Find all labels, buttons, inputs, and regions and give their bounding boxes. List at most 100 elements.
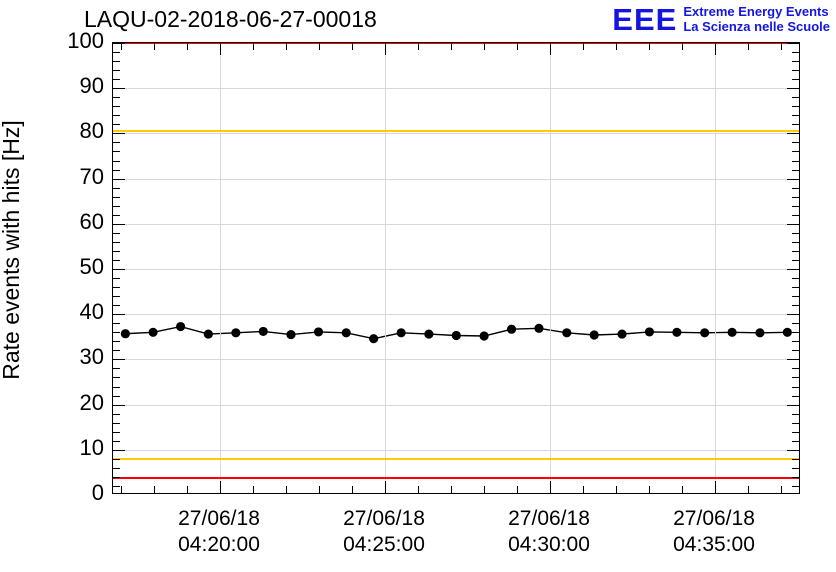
- y-axis-tick-label: 0: [91, 480, 104, 505]
- data-point-marker: [506, 324, 517, 334]
- y-axis-minor-tick-right: [792, 124, 799, 126]
- lower-red-limit: [113, 476, 799, 479]
- eee-logo-line1: Extreme Energy Events: [683, 3, 829, 19]
- x-axis-minor-tick-top: [451, 43, 452, 50]
- x-axis-minor-tick: [121, 486, 122, 493]
- y-axis-minor-tick: [113, 485, 120, 487]
- x-axis-tick: [715, 481, 716, 493]
- y-axis-minor-tick-right: [792, 287, 799, 289]
- y-gridline: [113, 449, 799, 451]
- y-axis-tick: [113, 449, 125, 451]
- y-axis-minor-tick: [113, 232, 120, 234]
- y-axis-minor-tick-right: [792, 305, 799, 307]
- y-axis-minor-tick-right: [792, 296, 799, 298]
- y-axis-label: Rate events with hits [Hz]: [0, 120, 24, 380]
- y-axis-tick: [113, 314, 125, 316]
- x-axis-tick-label-time: 04:35:00: [673, 533, 755, 557]
- y-gridline: [113, 314, 799, 316]
- y-axis-minor-tick-right: [792, 341, 799, 343]
- y-axis-minor-tick-right: [792, 151, 799, 153]
- y-axis-tick: [113, 269, 125, 270]
- y-axis-minor-tick-right: [792, 440, 799, 442]
- x-gridline: [715, 43, 716, 493]
- x-axis-minor-tick: [352, 486, 353, 493]
- y-axis-minor-tick: [113, 422, 120, 424]
- y-axis-minor-tick-right: [792, 350, 799, 352]
- x-axis-minor-tick: [319, 486, 320, 493]
- upper-yellow-limit: [113, 130, 799, 133]
- y-axis-tick: [113, 223, 125, 225]
- y-axis-tick-label: 90: [79, 73, 104, 99]
- data-point-marker: [396, 328, 406, 338]
- data-point-marker: [369, 334, 379, 344]
- y-axis-tick-label: 60: [79, 208, 104, 234]
- plot-area: [112, 42, 800, 494]
- x-axis-tick-label-date: 27/06/18: [508, 507, 590, 530]
- y-axis-minor-tick-right: [792, 386, 799, 388]
- y-axis-minor-tick-right: [792, 214, 799, 216]
- x-axis-minor-tick-top: [781, 43, 782, 50]
- x-axis-minor-tick-top: [418, 43, 419, 50]
- y-axis-tick: [113, 404, 125, 406]
- y-axis-minor-tick-right: [792, 485, 799, 487]
- y-axis-minor-tick-right: [792, 232, 799, 234]
- lower-yellow-limit: [113, 457, 799, 460]
- y-axis-minor-tick-right: [792, 79, 799, 81]
- x-axis-tick: [550, 481, 551, 493]
- x-axis-tick-label-date: 27/06/18: [673, 507, 755, 530]
- y-axis-minor-tick-right: [792, 70, 799, 72]
- data-point-marker: [258, 326, 268, 336]
- y-axis-minor-tick: [113, 70, 120, 72]
- x-axis-tick-top: [385, 43, 386, 55]
- data-point-marker: [782, 327, 792, 337]
- y-axis-minor-tick: [113, 160, 120, 162]
- x-axis-minor-tick: [451, 486, 452, 493]
- x-axis-tick-top: [220, 43, 221, 55]
- data-point-marker: [313, 327, 324, 337]
- y-axis-minor-tick-right: [792, 323, 799, 325]
- eee-logo: EEE Extreme Energy Events La Scienza nel…: [612, 4, 830, 35]
- y-axis-minor-tick: [113, 196, 120, 198]
- y-gridline: [113, 88, 799, 90]
- y-axis-tick-label: 30: [79, 344, 104, 370]
- x-axis-tick-top: [715, 43, 716, 55]
- y-axis-minor-tick: [113, 386, 120, 388]
- y-axis-minor-tick: [113, 350, 120, 352]
- y-axis-minor-tick-right: [792, 332, 799, 334]
- eee-logo-line2: La Scienza nelle Scuole: [683, 18, 830, 34]
- x-axis-minor-tick-top: [583, 43, 584, 50]
- y-axis-minor-tick-right: [792, 97, 799, 99]
- y-axis-minor-tick: [113, 97, 120, 99]
- y-axis-minor-tick: [113, 296, 120, 298]
- y-axis-minor-tick: [113, 368, 120, 370]
- y-axis-minor-tick-right: [792, 377, 799, 379]
- x-axis-tick-label-date: 27/06/18: [343, 507, 425, 530]
- y-axis-minor-tick: [113, 467, 120, 469]
- data-point-marker: [672, 327, 682, 337]
- x-axis-minor-tick: [583, 486, 584, 493]
- data-point-marker: [203, 329, 213, 339]
- x-axis-tick-top: [550, 43, 551, 55]
- y-axis-minor-tick: [113, 440, 120, 442]
- data-point-marker: [286, 330, 296, 340]
- x-axis-minor-tick-top: [253, 43, 254, 50]
- x-axis-minor-tick: [682, 486, 683, 493]
- x-axis-minor-tick: [748, 486, 749, 493]
- y-gridline: [113, 133, 799, 135]
- y-axis-tick-right: [787, 43, 799, 44]
- data-point-marker: [341, 328, 351, 338]
- x-axis-minor-tick-top: [121, 43, 122, 50]
- x-axis-tick-label: 27/06/18 04:20:00: [139, 506, 299, 559]
- y-axis-tick-label: 70: [79, 163, 104, 189]
- y-axis-minor-tick: [113, 250, 120, 252]
- y-axis-tick-right: [787, 449, 799, 451]
- data-point-marker: [562, 328, 572, 338]
- y-axis-minor-tick: [113, 115, 120, 117]
- x-axis-minor-tick: [286, 486, 287, 493]
- x-axis-minor-tick: [187, 486, 188, 493]
- x-axis-minor-tick: [517, 486, 518, 493]
- y-axis-tick-label: 20: [79, 389, 104, 415]
- x-axis-minor-tick-top: [748, 43, 749, 50]
- y-axis-tick: [113, 133, 125, 135]
